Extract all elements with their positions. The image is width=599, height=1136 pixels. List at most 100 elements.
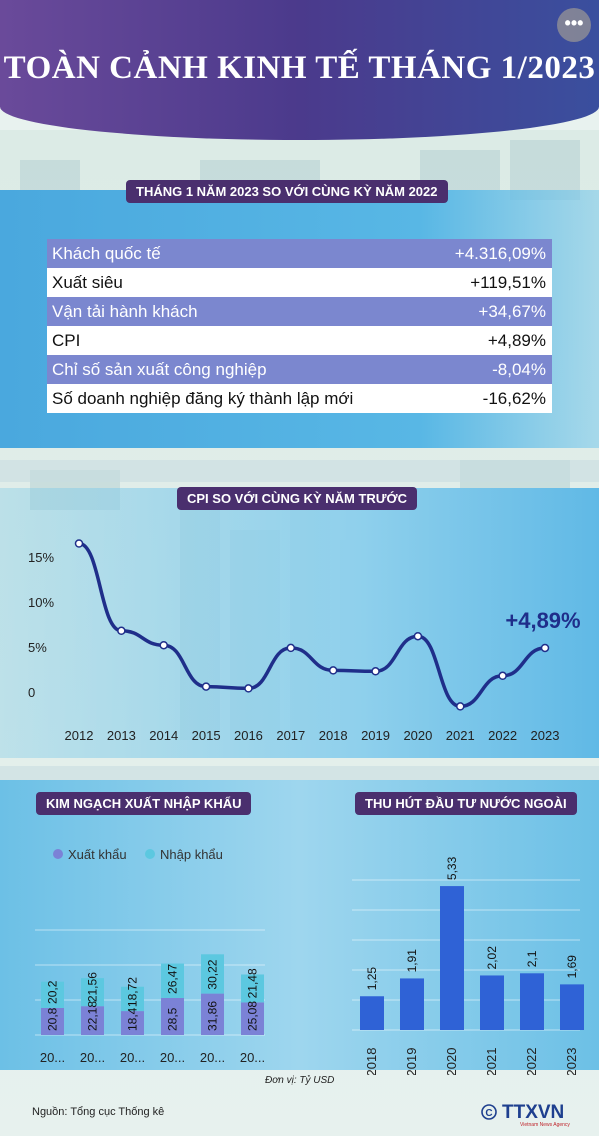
table-row: Khách quốc tế +4.316,09% <box>47 239 552 268</box>
cpi-line <box>78 541 546 709</box>
x-tick-label: 2022 <box>488 728 517 743</box>
fdi-value-label: 2,02 <box>485 946 499 970</box>
row-value: -8,04% <box>492 359 546 379</box>
data-point <box>74 539 84 548</box>
divider-band <box>0 460 599 482</box>
import-value-label: 18,72 <box>126 977 140 1007</box>
y-tick-label: 0 <box>28 685 35 700</box>
export-bar <box>201 993 224 1035</box>
legend-swatch <box>145 849 155 859</box>
row-label: Khách quốc tế <box>52 243 161 263</box>
cpi-line-chart: 15% 10% 5% 0 2012 2013 2014 2015 2016 2017 2018 201… <box>28 539 581 743</box>
data-point <box>371 667 380 676</box>
x-tick-label: 20... <box>120 1050 145 1065</box>
cpi-panel <box>0 488 599 758</box>
legend-swatch <box>53 849 63 859</box>
trade-chart-title: KIM NGẠCH XUẤT NHẬP KHẨU <box>36 792 252 815</box>
source-note: Nguồn: Tổng cục Thống kê <box>32 1106 165 1118</box>
x-tick-label: 2020 <box>444 1048 459 1075</box>
more-options-icon[interactable]: ••• <box>557 8 591 42</box>
table-row: Chỉ số sản xuất công nghiệp -8,04% <box>47 355 552 384</box>
summary-heading: THÁNG 1 NĂM 2023 SO VỚI CÙNG KỲ NĂM 2022 <box>126 180 448 203</box>
data-point <box>159 640 168 650</box>
x-tick-label: 2014 <box>149 728 178 743</box>
fdi-value-label: 5,33 <box>445 856 459 880</box>
export-value-label: 18,4 <box>126 1007 140 1031</box>
header-banner <box>0 0 599 140</box>
fdi-value-label: 2,1 <box>525 950 539 967</box>
summary-table: Khách quốc tế +4.316,09% Xuất siêu +119,… <box>47 239 552 413</box>
x-tick-label: 2022 <box>524 1048 539 1075</box>
table-row: Số doanh nghiệp đăng ký thành lập mới -1… <box>47 384 552 413</box>
import-bar <box>161 963 184 998</box>
fdi-value-label: 1,25 <box>365 967 379 991</box>
trade-stacked-bar-chart: Xuất khẩu Nhập khẩu 20,8 20,2 20... 22,1821,5… <box>35 847 265 1065</box>
row-label: Xuất siêu <box>52 272 123 292</box>
x-tick-label: 2016 <box>234 728 263 743</box>
fdi-bar-chart: 1,25 2018 1,91 2019 5,33 2020 2,02 2021 2,1 2022 1… <box>352 856 584 1075</box>
unit-note: Đơn vị: Tỷ USD <box>265 1075 335 1086</box>
import-value-label: 21,48 <box>246 968 260 998</box>
row-value: +34,67% <box>478 301 546 321</box>
legend-label: Nhập khẩu <box>160 847 223 862</box>
data-point <box>456 702 465 711</box>
cpi-chart-title: CPI SO VỚI CÙNG KỲ NĂM TRƯỚC <box>177 487 418 510</box>
page-title: TOÀN CẢNH KINH TẾ THÁNG 1/2023 <box>3 50 596 86</box>
x-tick-label: 20... <box>160 1050 185 1065</box>
import-value-label: 30,22 <box>206 959 220 989</box>
x-tick-label: 2017 <box>276 728 305 743</box>
data-point <box>201 682 211 691</box>
data-point <box>413 631 423 641</box>
row-label: Số doanh nghiệp đăng ký thành lập mới <box>52 388 354 408</box>
row-value: -16,62% <box>482 388 546 408</box>
import-bar <box>81 978 104 1007</box>
x-tick-label: 2020 <box>403 728 432 743</box>
fdi-bar <box>560 984 584 1030</box>
data-point <box>328 666 338 675</box>
x-tick-label: 2021 <box>484 1048 499 1075</box>
row-label: Vận tải hành khách <box>52 301 198 321</box>
row-label: CPI <box>52 330 81 350</box>
fdi-bar <box>440 886 464 1030</box>
data-point <box>540 643 550 653</box>
export-bar <box>81 1006 104 1035</box>
export-value-label: 31,86 <box>206 1001 220 1031</box>
fdi-bar <box>520 973 544 1030</box>
data-point <box>286 643 296 653</box>
row-value: +119,51% <box>470 272 546 292</box>
fdi-value-label: 1,91 <box>405 949 419 973</box>
logo-text: TTXVN <box>502 1102 564 1123</box>
row-value: +4.316,09% <box>454 243 546 263</box>
export-value-label: 20,8 <box>46 1007 60 1031</box>
data-point <box>498 671 507 681</box>
x-tick-label: 20... <box>240 1050 265 1065</box>
import-bar <box>41 981 64 1008</box>
import-value-label: 21,56 <box>86 972 100 1002</box>
fdi-bar <box>480 975 504 1030</box>
fdi-value-label: 1,69 <box>565 955 579 979</box>
y-tick-label: 10% <box>28 595 54 610</box>
x-tick-label: 2015 <box>192 728 221 743</box>
x-tick-label: 2012 <box>65 728 94 743</box>
import-bar <box>241 974 264 1003</box>
table-row: Xuất siêu +119,51% <box>47 268 552 297</box>
data-point <box>117 626 126 636</box>
x-tick-label: 20... <box>200 1050 225 1065</box>
export-value-label: 28,5 <box>166 1007 180 1031</box>
export-bar <box>241 1002 264 1035</box>
import-value-label: 20,2 <box>46 980 60 1004</box>
x-tick-label: 2021 <box>446 728 475 743</box>
x-tick-label: 2018 <box>319 728 348 743</box>
row-value: +4,89% <box>487 330 546 350</box>
table-row: Vận tải hành khách +34,67% <box>47 297 552 326</box>
copyright-icon <box>481 1104 497 1120</box>
svg-text:C: C <box>485 1108 492 1119</box>
highlight-label: +4,89% <box>505 608 580 633</box>
y-tick-label: 15% <box>28 550 54 565</box>
import-bar <box>201 954 224 994</box>
x-tick-label: 2023 <box>531 728 560 743</box>
import-value-label: 26,47 <box>166 964 180 994</box>
fdi-bar <box>400 978 424 1030</box>
y-tick-label: 5% <box>28 640 47 655</box>
